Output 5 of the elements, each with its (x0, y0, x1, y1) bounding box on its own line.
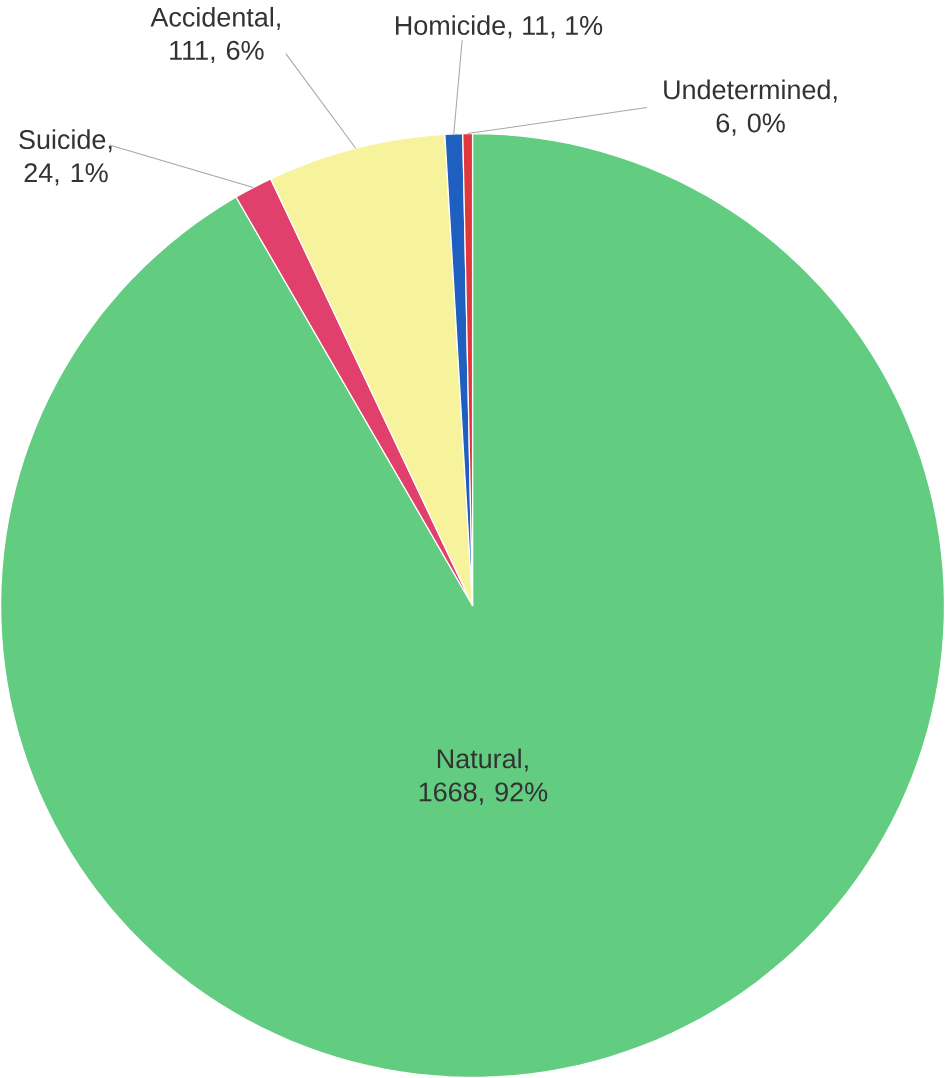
data-label: Undetermined, 6, 0% (664, 79, 837, 136)
data-label: Homicide, 11, 1% (395, 15, 603, 39)
data-label: Suicide, 24, 1% (19, 129, 112, 186)
data-label: Accidental, 111, 6% (150, 6, 280, 64)
data-label: Natural, 1668, 92% (419, 748, 548, 805)
